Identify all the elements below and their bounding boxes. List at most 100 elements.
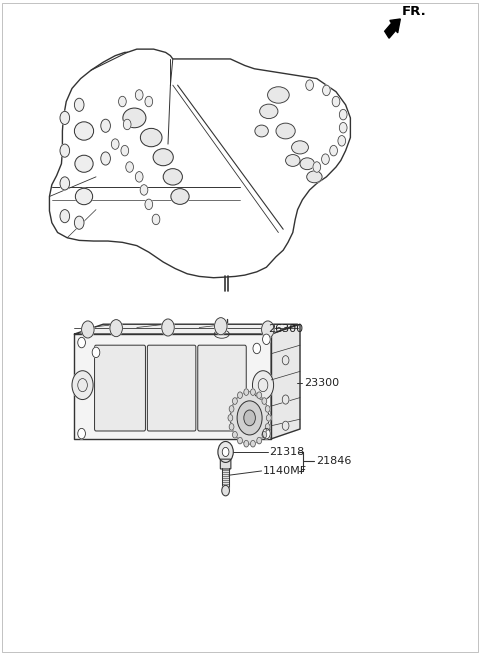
Ellipse shape [75, 189, 93, 205]
Circle shape [253, 343, 261, 354]
Circle shape [244, 389, 249, 396]
Ellipse shape [153, 149, 173, 166]
Polygon shape [197, 335, 247, 373]
Ellipse shape [260, 104, 278, 119]
Text: 1140MF: 1140MF [263, 466, 307, 476]
Circle shape [232, 398, 237, 404]
Ellipse shape [276, 123, 295, 139]
Ellipse shape [267, 87, 289, 103]
Circle shape [238, 392, 242, 398]
Text: 21846: 21846 [316, 457, 351, 466]
Circle shape [257, 392, 262, 398]
Text: 23300: 23300 [304, 378, 339, 388]
Circle shape [126, 162, 133, 172]
Circle shape [135, 172, 143, 182]
Circle shape [145, 199, 153, 210]
FancyBboxPatch shape [95, 345, 145, 431]
Circle shape [228, 415, 233, 421]
Ellipse shape [140, 128, 162, 147]
FancyArrow shape [384, 19, 400, 38]
Circle shape [111, 139, 119, 149]
Circle shape [313, 162, 321, 172]
Ellipse shape [197, 325, 247, 346]
Circle shape [101, 152, 110, 165]
Circle shape [263, 334, 270, 345]
Circle shape [230, 392, 269, 444]
Circle shape [330, 145, 337, 156]
Circle shape [60, 111, 70, 124]
Polygon shape [74, 324, 298, 334]
Circle shape [244, 440, 249, 447]
Circle shape [262, 321, 274, 338]
Polygon shape [74, 334, 271, 439]
Ellipse shape [255, 125, 268, 137]
Circle shape [332, 96, 340, 107]
Text: 26300: 26300 [268, 324, 303, 334]
Circle shape [60, 210, 70, 223]
Circle shape [74, 216, 84, 229]
Circle shape [119, 96, 126, 107]
Text: FR.: FR. [402, 5, 427, 18]
Circle shape [152, 214, 160, 225]
Text: 21318: 21318 [269, 447, 304, 457]
Circle shape [60, 144, 70, 157]
Circle shape [322, 154, 329, 164]
Circle shape [265, 405, 270, 412]
Circle shape [229, 405, 234, 412]
Polygon shape [271, 324, 300, 439]
Circle shape [218, 441, 233, 462]
Ellipse shape [163, 169, 182, 185]
FancyBboxPatch shape [147, 345, 196, 431]
Circle shape [266, 415, 271, 421]
Polygon shape [49, 49, 350, 278]
Circle shape [145, 96, 153, 107]
Circle shape [237, 401, 262, 435]
Circle shape [339, 109, 347, 120]
Circle shape [123, 119, 131, 130]
Circle shape [338, 136, 346, 146]
Circle shape [238, 438, 242, 444]
Circle shape [101, 119, 110, 132]
Circle shape [72, 371, 93, 400]
Circle shape [244, 410, 255, 426]
Circle shape [282, 421, 289, 430]
Circle shape [222, 485, 229, 496]
Circle shape [306, 80, 313, 90]
Circle shape [263, 428, 270, 439]
Circle shape [92, 347, 100, 358]
Circle shape [232, 432, 237, 438]
Ellipse shape [197, 363, 247, 384]
Circle shape [60, 177, 70, 190]
Circle shape [78, 428, 85, 439]
Circle shape [74, 98, 84, 111]
Ellipse shape [300, 158, 314, 170]
Circle shape [135, 90, 143, 100]
Circle shape [140, 185, 148, 195]
Ellipse shape [123, 108, 146, 128]
Circle shape [282, 356, 289, 365]
Circle shape [222, 447, 229, 457]
Ellipse shape [292, 141, 308, 154]
Circle shape [257, 438, 262, 444]
Circle shape [265, 424, 270, 430]
Circle shape [162, 319, 174, 336]
Circle shape [82, 321, 94, 338]
Circle shape [229, 424, 234, 430]
FancyBboxPatch shape [198, 345, 246, 431]
Circle shape [121, 145, 129, 156]
Circle shape [282, 395, 289, 404]
Circle shape [251, 389, 255, 396]
Circle shape [323, 85, 330, 96]
Ellipse shape [74, 122, 94, 140]
Circle shape [78, 337, 85, 348]
Circle shape [252, 371, 274, 400]
Ellipse shape [286, 155, 300, 166]
Ellipse shape [214, 330, 229, 338]
FancyBboxPatch shape [220, 459, 231, 469]
Ellipse shape [171, 189, 189, 204]
Circle shape [262, 432, 267, 438]
Circle shape [262, 398, 267, 404]
Circle shape [251, 440, 255, 447]
Ellipse shape [75, 155, 93, 172]
Circle shape [215, 318, 227, 335]
